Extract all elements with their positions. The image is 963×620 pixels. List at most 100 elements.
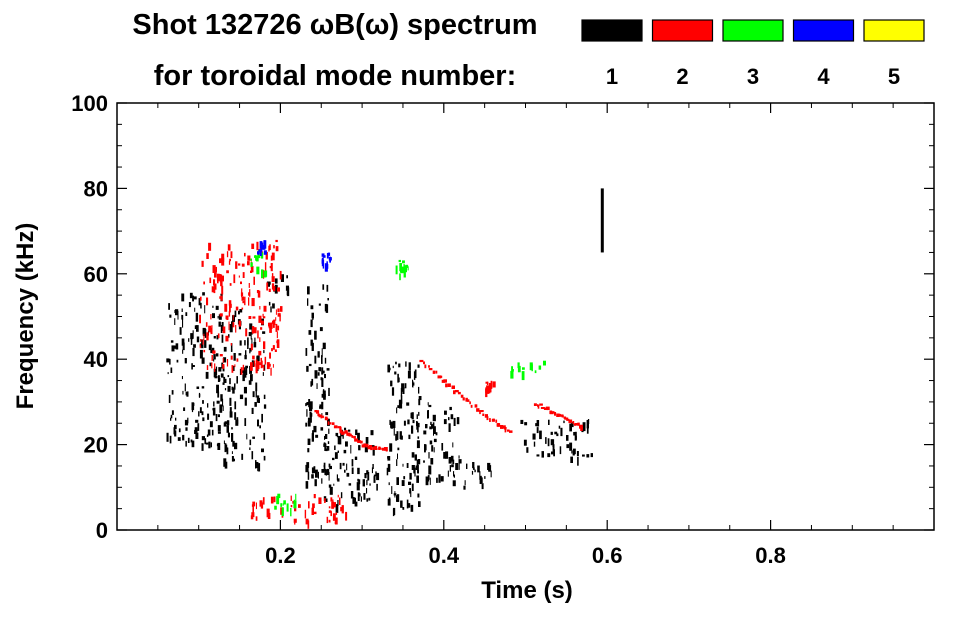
spectrum-cell [238, 263, 241, 266]
spectrum-cell [329, 486, 333, 495]
spectrum-cell [391, 486, 393, 494]
spectrum-cell [230, 343, 232, 346]
spectrum-cell [393, 427, 395, 436]
spectrum-cell [228, 311, 231, 317]
spectrum-cell [342, 432, 344, 439]
spectrum-cell [171, 410, 174, 415]
axes: 0.2 0.4 0.6 0.8 0 20 40 60 80 100 [71, 91, 934, 568]
spectrum-cell [332, 499, 334, 507]
spectrum-cell [586, 454, 590, 458]
spectrum-cell [428, 410, 429, 419]
spectrum-cell [252, 391, 255, 398]
mode-1-feature-3 [305, 284, 332, 489]
spectrum-cell [188, 302, 191, 308]
spectrum-cell [252, 501, 256, 507]
spectrum-cell [362, 479, 365, 487]
spectrum-cell [412, 379, 414, 387]
spectrum-cell [248, 380, 252, 385]
spectrum-cell [571, 450, 573, 454]
spectrum-cell [263, 250, 267, 255]
spectrum-cell [236, 358, 239, 362]
spectrum-cell [216, 273, 220, 282]
spectrum-cell [227, 375, 230, 378]
spectrum-cell [414, 454, 417, 461]
spectrum-cell [215, 266, 217, 273]
mode-2-feature-15 [485, 380, 496, 398]
spectrum-cell [227, 244, 231, 251]
spectrum-cell [448, 423, 451, 432]
spectrum-cell [535, 423, 537, 427]
spectrum-cell [310, 413, 312, 423]
spectrum-cell [170, 367, 173, 373]
y-axis-label: Frequency (kHz) [12, 223, 39, 410]
spectrum-cell [348, 433, 352, 437]
spectrum-cell [417, 436, 420, 439]
spectrum-cell [490, 385, 492, 393]
spectrum-cell [324, 357, 327, 364]
spectrum-cell [441, 443, 444, 451]
spectrum-cell [309, 401, 313, 410]
spectrum-cell [224, 461, 228, 469]
spectrum-cell [270, 263, 273, 272]
spectrum-cell [582, 422, 586, 432]
spectrum-cell [566, 444, 570, 449]
legend-swatch-1 [581, 19, 643, 42]
spectrum-cell [245, 350, 247, 356]
spectrum-cell [328, 484, 332, 488]
spectrum-cell [322, 415, 324, 419]
spectrum-cell [336, 474, 338, 481]
spectrum-cell [328, 519, 331, 523]
spectrum-cell [551, 451, 554, 455]
spectrum-cell [311, 467, 314, 474]
spectrum-cell [231, 365, 234, 373]
spectrum-cell [192, 295, 194, 302]
spectrum-cell [430, 458, 434, 465]
spectrum-cell [400, 395, 403, 404]
spectrum-cell [193, 344, 196, 348]
spectrum-cell [323, 462, 326, 472]
spectrum-cell [252, 316, 256, 319]
spectrum-cell [184, 419, 189, 426]
spectrum-cell [307, 448, 310, 453]
spectrum-cell [432, 370, 436, 374]
spectrum-cell [396, 431, 399, 440]
spectrum-cell [231, 456, 234, 462]
spectrum-cell [558, 425, 561, 429]
spectrum-cell [348, 429, 351, 432]
spectrum-cell [235, 325, 237, 333]
spectrum-cell [400, 266, 404, 274]
spectrum-cell [571, 422, 574, 428]
spectrum-cell [294, 519, 296, 525]
spectrum-cell [260, 250, 262, 256]
spectrum-cell [522, 367, 525, 370]
spectrum-cell [204, 305, 206, 314]
spectrum-cell [219, 296, 222, 299]
spectrum-cell [564, 417, 569, 420]
spectrum-cell [320, 377, 323, 381]
spectrum-cell [350, 491, 354, 499]
spectrum-cell [260, 252, 264, 259]
spectrum-cell [223, 440, 225, 444]
spectrum-cell [395, 361, 397, 365]
spectrum-cell [367, 445, 371, 450]
spectrum-cell [252, 436, 255, 439]
spectrum-cell [211, 429, 214, 436]
spectrum-cell [229, 283, 232, 286]
spectrum-cell [405, 361, 407, 367]
spectrum-cell [370, 430, 374, 436]
spectrum-cell [210, 349, 214, 354]
spectrum-cell [403, 420, 406, 426]
spectrum-cell [202, 292, 205, 296]
spectrum-cell [408, 362, 411, 371]
spectrum-cell [222, 326, 226, 334]
spectrum-cell [242, 272, 245, 278]
spectrum-cell [262, 313, 264, 317]
spectrum-cell [211, 325, 213, 334]
spectrum-cell [587, 419, 590, 424]
spectrum-cell [553, 449, 555, 457]
spectrum-cell [226, 270, 229, 274]
spectrum-cell [554, 412, 557, 416]
spectrum-cell [413, 468, 416, 474]
spectrum-cell [533, 403, 537, 406]
